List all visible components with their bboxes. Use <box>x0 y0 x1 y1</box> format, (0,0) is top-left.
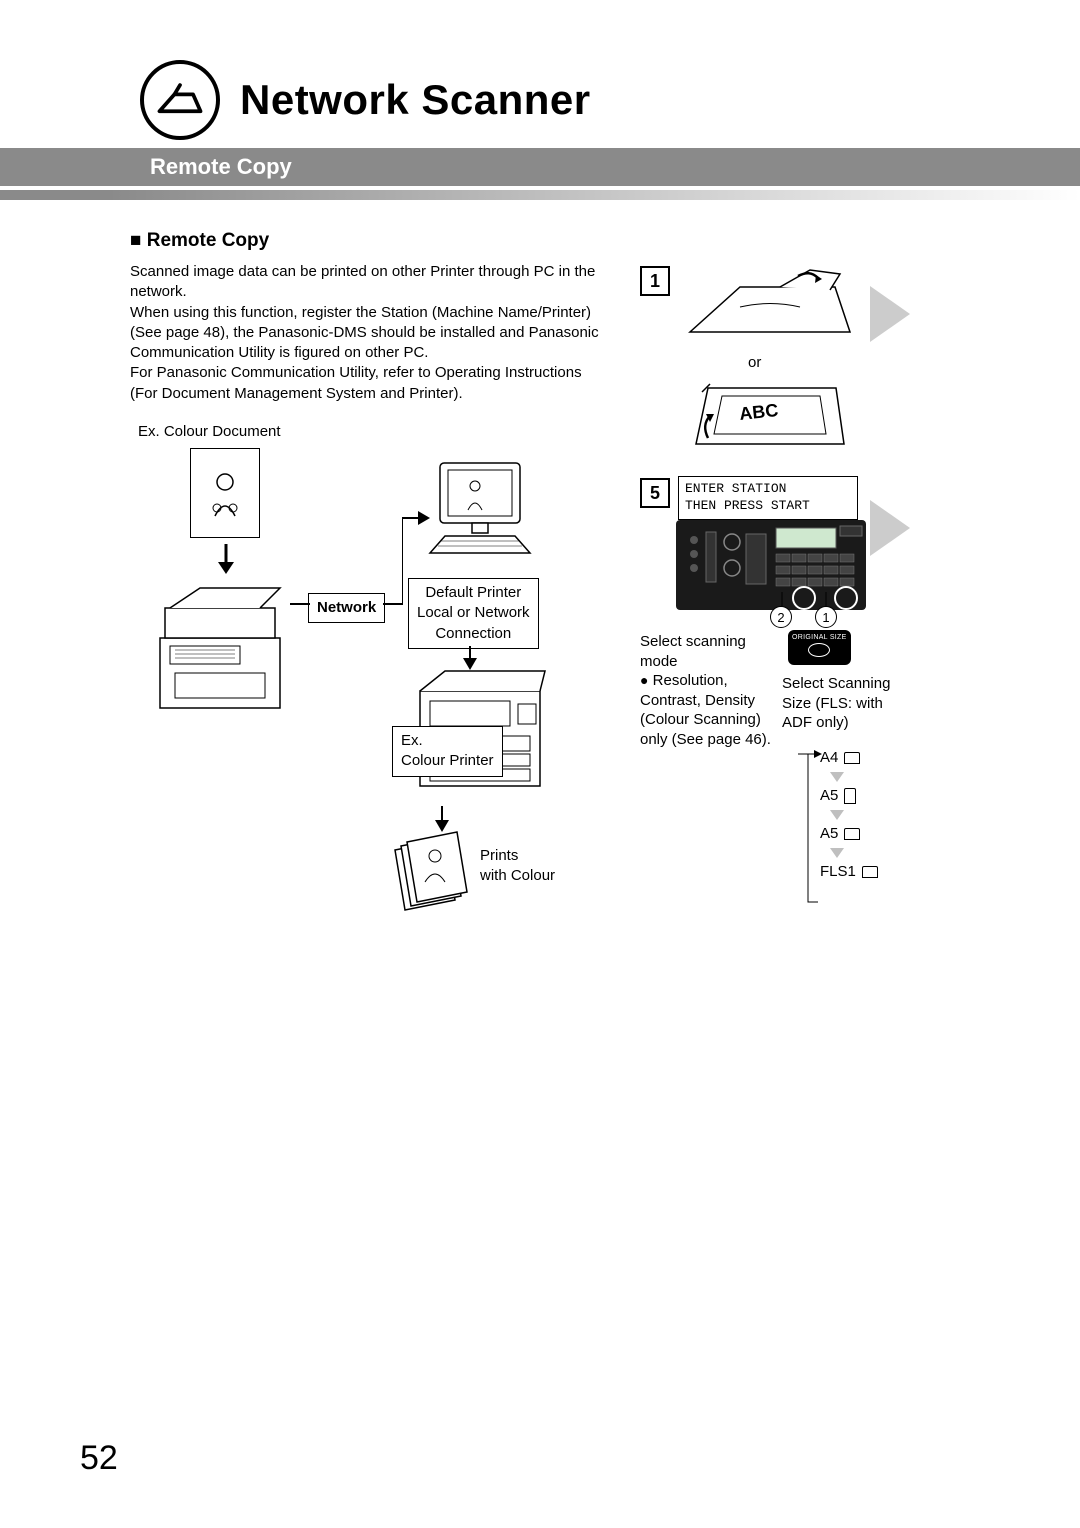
bullet-icon: ● <box>640 672 648 688</box>
section-heading: ■ Remote Copy <box>130 230 1010 252</box>
content-row: Scanned image data can be printed on oth… <box>120 262 1010 968</box>
landscape-icon <box>844 752 860 764</box>
lcd-line-1: ENTER STATION <box>685 481 851 498</box>
connector <box>290 603 310 605</box>
step-1-number: 1 <box>640 266 670 296</box>
body-text: Scanned image data can be printed on oth… <box>130 262 610 404</box>
continue-arrow-icon <box>870 286 910 342</box>
landscape-icon <box>844 828 860 840</box>
button-oval-icon <box>808 643 830 657</box>
size-item: A5 <box>820 822 878 846</box>
original-size-button[interactable]: ORIGINAL SIZE <box>788 630 851 665</box>
colour-printer-label: Ex. Colour Printer <box>392 726 503 777</box>
computer-icon <box>420 458 540 578</box>
diagram-area: Network <box>130 448 600 968</box>
connector-lines <box>778 592 838 610</box>
scan-mode-note: Select scanning mode ● Resolution, Contr… <box>640 632 776 749</box>
portrait-icon <box>844 788 856 804</box>
subtitle-bar: Remote Copy <box>0 148 1080 186</box>
page-number: 52 <box>80 1439 118 1478</box>
size-item: A4 <box>820 746 878 770</box>
default-printer-label: Default Printer Local or Network Connect… <box>408 578 539 649</box>
connector <box>383 603 403 605</box>
original-size-label: ORIGINAL SIZE <box>792 634 847 641</box>
scanner-flatbed-icon: ABC <box>690 374 850 454</box>
size-item: FLS1 <box>820 860 878 884</box>
triangle-down-icon <box>830 848 844 858</box>
output-doc-icon <box>385 830 475 936</box>
scan-mode-bullet: Resolution, Contrast, Density (Colour Sc… <box>640 672 771 748</box>
left-column: Scanned image data can be printed on oth… <box>120 262 610 968</box>
scanner-icon <box>140 60 220 140</box>
scan-size-note: Select Scanning Size (FLS: with ADF only… <box>782 674 902 733</box>
scanner-adf-icon <box>680 262 860 352</box>
header-row: Network Scanner <box>140 60 1010 140</box>
size-item: A5 <box>820 784 878 808</box>
gradient-bar <box>0 190 1080 200</box>
abc-text: ABC <box>738 400 779 424</box>
triangle-down-icon <box>830 810 844 820</box>
arrow-down-icon <box>216 544 236 574</box>
main-title: Network Scanner <box>240 76 591 124</box>
or-text: or <box>748 354 761 371</box>
size-list: A4 A5 A5 FLS1 <box>820 746 878 884</box>
step-5-number: 5 <box>640 478 670 508</box>
prints-label: Prints with Colour <box>480 846 555 885</box>
colour-doc-icon <box>190 448 260 538</box>
landscape-icon <box>862 866 878 878</box>
continue-arrow-icon <box>870 500 910 556</box>
scan-mode-title: Select scanning mode <box>640 633 746 670</box>
diagram-caption: Ex. Colour Document <box>138 422 610 442</box>
triangle-down-icon <box>830 772 844 782</box>
lcd-display: ENTER STATION THEN PRESS START <box>678 476 858 520</box>
page: Network Scanner Remote Copy ■ Remote Cop… <box>0 0 1080 1528</box>
mfp-icon <box>140 578 310 728</box>
arrow-down-icon <box>432 806 452 832</box>
right-column: 1 or ABC <box>640 262 1010 968</box>
network-label: Network <box>308 593 385 623</box>
bracket-connector <box>798 748 822 908</box>
lcd-line-2: THEN PRESS START <box>685 498 851 515</box>
